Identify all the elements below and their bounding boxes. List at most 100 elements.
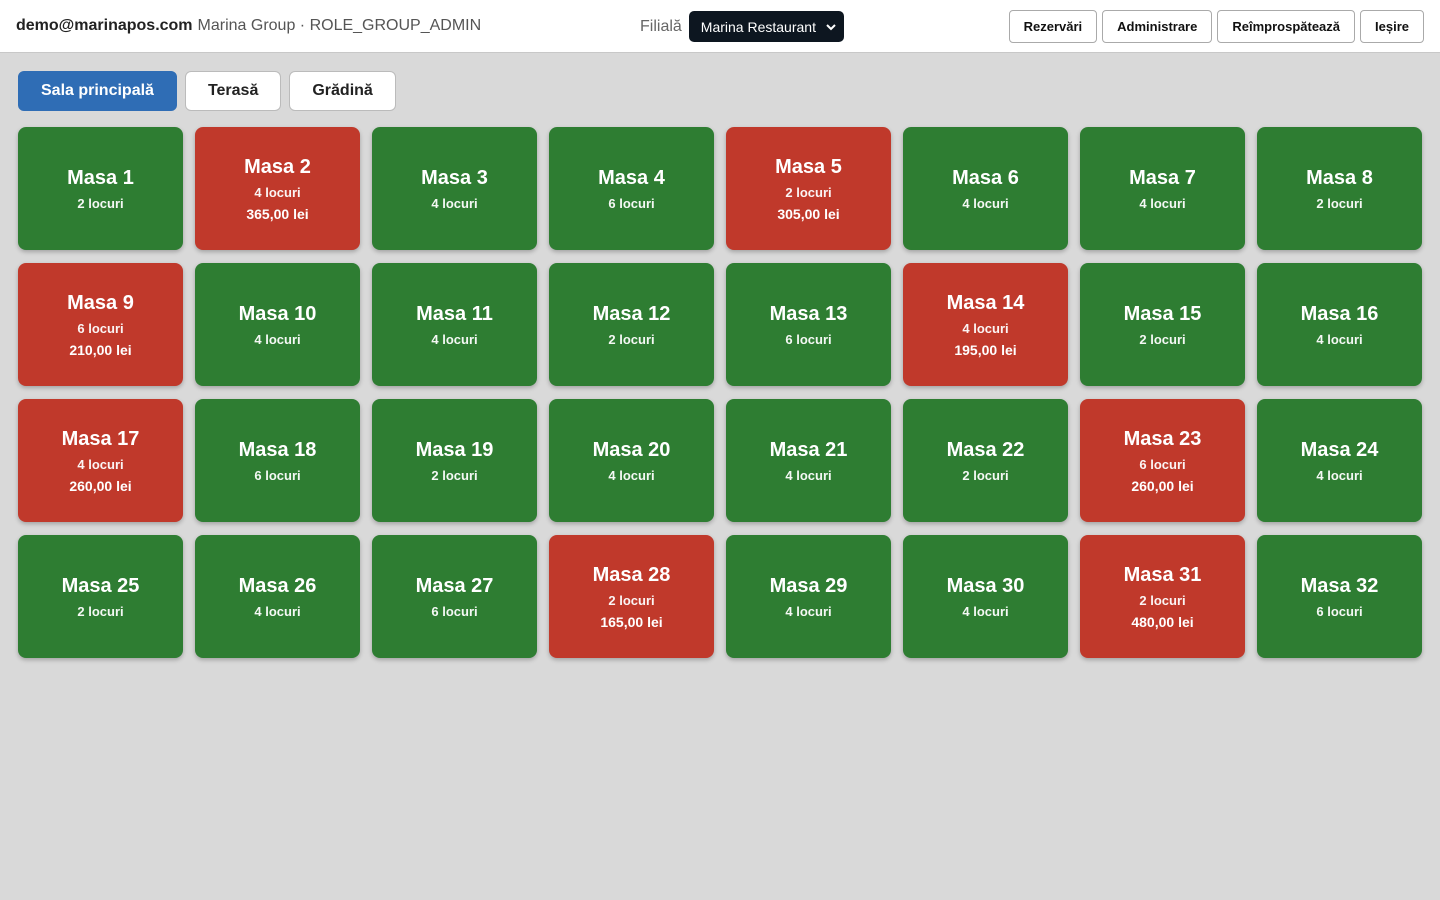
table-name: Masa 21 <box>769 438 848 461</box>
table-card[interactable]: Masa 23 6 locuri 260,00 lei <box>1080 399 1245 522</box>
header-button[interactable]: Ieșire <box>1360 10 1424 43</box>
table-seats: 2 locuri <box>77 195 124 211</box>
table-card[interactable]: Masa 17 4 locuri 260,00 lei <box>18 399 183 522</box>
branch-value: Marina Restaurant <box>700 18 816 35</box>
table-card[interactable]: Masa 21 4 locuri <box>726 399 891 522</box>
table-name: Masa 31 <box>1123 563 1202 586</box>
table-card[interactable]: Masa 27 6 locuri <box>372 535 537 658</box>
table-card[interactable]: Masa 5 2 locuri 305,00 lei <box>726 127 891 250</box>
room-tabs: Sala principală Terasă Grădină <box>0 53 1440 111</box>
table-card[interactable]: Masa 29 4 locuri <box>726 535 891 658</box>
branch-label: Filială <box>640 17 682 35</box>
table-seats: 4 locuri <box>254 603 301 619</box>
branch-select[interactable]: Marina Restaurant <box>688 11 844 42</box>
table-seats: 4 locuri <box>431 195 478 211</box>
table-name: Masa 5 <box>775 155 842 178</box>
table-total: 305,00 lei <box>777 205 840 222</box>
table-name: Masa 11 <box>416 302 493 325</box>
table-name: Masa 3 <box>421 166 488 189</box>
table-name: Masa 28 <box>592 563 671 586</box>
user-email: demo@marinapos.com <box>16 17 193 34</box>
table-card[interactable]: Masa 31 2 locuri 480,00 lei <box>1080 535 1245 658</box>
table-seats: 2 locuri <box>608 331 655 347</box>
table-seats: 6 locuri <box>1316 603 1363 619</box>
room-tab[interactable]: Grădină <box>289 71 396 111</box>
table-card[interactable]: Masa 6 4 locuri <box>903 127 1068 250</box>
table-card[interactable]: Masa 2 4 locuri 365,00 lei <box>195 127 360 250</box>
table-seats: 2 locuri <box>77 603 124 619</box>
table-name: Masa 4 <box>598 166 665 189</box>
table-card[interactable]: Masa 4 6 locuri <box>549 127 714 250</box>
table-card[interactable]: Masa 15 2 locuri <box>1080 263 1245 386</box>
table-name: Masa 23 <box>1123 427 1202 450</box>
header-buttons: Rezervări Administrare Reîmprospătează Ieși… <box>1008 10 1424 43</box>
table-seats: 2 locuri <box>785 184 832 200</box>
table-card[interactable]: Masa 8 2 locuri <box>1257 127 1422 250</box>
table-name: Masa 8 <box>1306 166 1373 189</box>
table-card[interactable]: Masa 20 4 locuri <box>549 399 714 522</box>
table-seats: 6 locuri <box>77 320 124 336</box>
header-button[interactable]: Administrare <box>1102 10 1213 43</box>
table-name: Masa 15 <box>1123 302 1202 325</box>
table-card[interactable]: Masa 26 4 locuri <box>195 535 360 658</box>
room-tab[interactable]: Terasă <box>184 71 282 111</box>
table-card[interactable]: Masa 13 6 locuri <box>726 263 891 386</box>
table-name: Masa 30 <box>946 574 1025 597</box>
table-seats: 4 locuri <box>1316 467 1363 483</box>
table-card[interactable]: Masa 22 2 locuri <box>903 399 1068 522</box>
table-card[interactable]: Masa 12 2 locuri <box>549 263 714 386</box>
table-name: Masa 12 <box>592 302 671 325</box>
table-card[interactable]: Masa 10 4 locuri <box>195 263 360 386</box>
table-seats: 4 locuri <box>1139 195 1186 211</box>
table-name: Masa 32 <box>1300 574 1379 597</box>
table-name: Masa 14 <box>946 291 1025 314</box>
table-name: Masa 29 <box>769 574 848 597</box>
top-bar: demo@marinapos.com Marina Group · ROLE_G… <box>0 0 1440 53</box>
table-name: Masa 7 <box>1129 166 1196 189</box>
table-seats: 6 locuri <box>1139 456 1186 472</box>
table-card[interactable]: Masa 25 2 locuri <box>18 535 183 658</box>
table-seats: 4 locuri <box>608 467 655 483</box>
table-card[interactable]: Masa 9 6 locuri 210,00 lei <box>18 263 183 386</box>
table-seats: 4 locuri <box>785 603 832 619</box>
table-name: Masa 1 <box>67 166 134 189</box>
table-seats: 6 locuri <box>608 195 655 211</box>
chevron <box>826 23 836 30</box>
table-card[interactable]: Masa 19 2 locuri <box>372 399 537 522</box>
table-card[interactable]: Masa 32 6 locuri <box>1257 535 1422 658</box>
table-seats: 2 locuri <box>1139 592 1186 608</box>
table-card[interactable]: Masa 16 4 locuri <box>1257 263 1422 386</box>
table-name: Masa 13 <box>769 302 848 325</box>
table-total: 260,00 lei <box>1131 477 1194 494</box>
table-name: Masa 16 <box>1300 302 1379 325</box>
table-name: Masa 2 <box>244 155 311 178</box>
table-total: 195,00 lei <box>954 341 1017 358</box>
table-seats: 6 locuri <box>785 331 832 347</box>
table-name: Masa 24 <box>1300 438 1379 461</box>
table-card[interactable]: Masa 1 2 locuri <box>18 127 183 250</box>
table-card[interactable]: Masa 11 4 locuri <box>372 263 537 386</box>
table-card[interactable]: Masa 3 4 locuri <box>372 127 537 250</box>
table-name: Masa 26 <box>238 574 317 597</box>
table-seats: 4 locuri <box>962 195 1009 211</box>
table-card[interactable]: Masa 30 4 locuri <box>903 535 1068 658</box>
table-card[interactable]: Masa 18 6 locuri <box>195 399 360 522</box>
table-seats: 6 locuri <box>254 467 301 483</box>
header-button[interactable]: Reîmprospătează <box>1217 10 1356 43</box>
table-card[interactable]: Masa 7 4 locuri <box>1080 127 1245 250</box>
table-name: Masa 25 <box>61 574 140 597</box>
table-name: Masa 27 <box>415 574 494 597</box>
table-name: Masa 6 <box>952 166 1019 189</box>
table-name: Masa 19 <box>415 438 494 461</box>
table-seats: 4 locuri <box>77 456 124 472</box>
room-tab[interactable]: Sala principală <box>18 71 177 111</box>
table-card[interactable]: Masa 28 2 locuri 165,00 lei <box>549 535 714 658</box>
table-card[interactable]: Masa 24 4 locuri <box>1257 399 1422 522</box>
table-card[interactable]: Masa 14 4 locuri 195,00 lei <box>903 263 1068 386</box>
table-seats: 2 locuri <box>962 467 1009 483</box>
table-name: Masa 20 <box>592 438 671 461</box>
header-button[interactable]: Rezervări <box>1008 10 1098 43</box>
table-total: 260,00 lei <box>69 477 132 494</box>
